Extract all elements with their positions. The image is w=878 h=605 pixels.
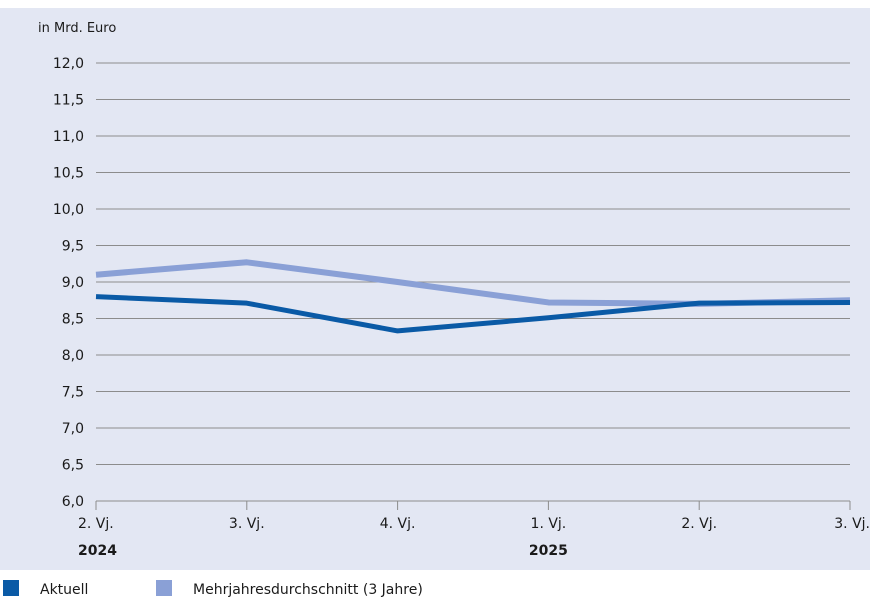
x-tick-label: 3. Vj. (834, 516, 870, 532)
y-axis-ticks: 6,0 6,5 7,0 7,5 8,0 8,5 9,0 9,5 10,0 10,5 11,0 11,5… (53, 56, 84, 510)
grid-lines (95, 62, 851, 510)
y-tick-label: 9,5 (62, 239, 84, 255)
legend-swatch (156, 580, 172, 596)
year-labels: 2024 2025 (78, 543, 568, 559)
y-tick-label: 11,5 (53, 93, 84, 109)
y-tick-label: 7,0 (62, 421, 84, 437)
y-tick-label: 7,5 (62, 385, 84, 401)
series-lines (95, 259, 851, 334)
y-tick-label: 9,0 (62, 275, 84, 291)
x-tick-label: 2. Vj. (78, 516, 114, 532)
x-tick-label: 3. Vj. (229, 516, 265, 532)
year-label: 2024 (78, 543, 117, 559)
year-label: 2025 (529, 543, 568, 559)
y-tick-label: 8,0 (62, 348, 84, 364)
legend-label: Mehrjahresdurchschnitt (3 Jahre) (193, 582, 423, 598)
legend-swatch (3, 580, 19, 596)
y-axis-unit-label: in Mrd. Euro (38, 21, 116, 36)
x-tick-label: 2. Vj. (681, 516, 717, 532)
legend: Aktuell Mehrjahresdurchschnitt (3 Jahre) (3, 580, 423, 598)
series-line-aktuell (95, 294, 851, 334)
x-tick-label: 4. Vj. (380, 516, 416, 532)
x-tick-label: 1. Vj. (531, 516, 567, 532)
y-tick-label: 6,5 (62, 458, 84, 474)
legend-label: Aktuell (40, 582, 88, 598)
x-axis-ticks: 2. Vj. 3. Vj. 4. Vj. 1. Vj. 2. Vj. 3. Vj. (78, 516, 870, 532)
y-tick-label: 12,0 (53, 56, 84, 72)
y-tick-label: 11,0 (53, 129, 84, 145)
y-tick-label: 8,5 (62, 312, 84, 328)
y-tick-label: 10,0 (53, 202, 84, 218)
y-tick-label: 10,5 (53, 166, 84, 182)
y-tick-label: 6,0 (62, 494, 84, 510)
